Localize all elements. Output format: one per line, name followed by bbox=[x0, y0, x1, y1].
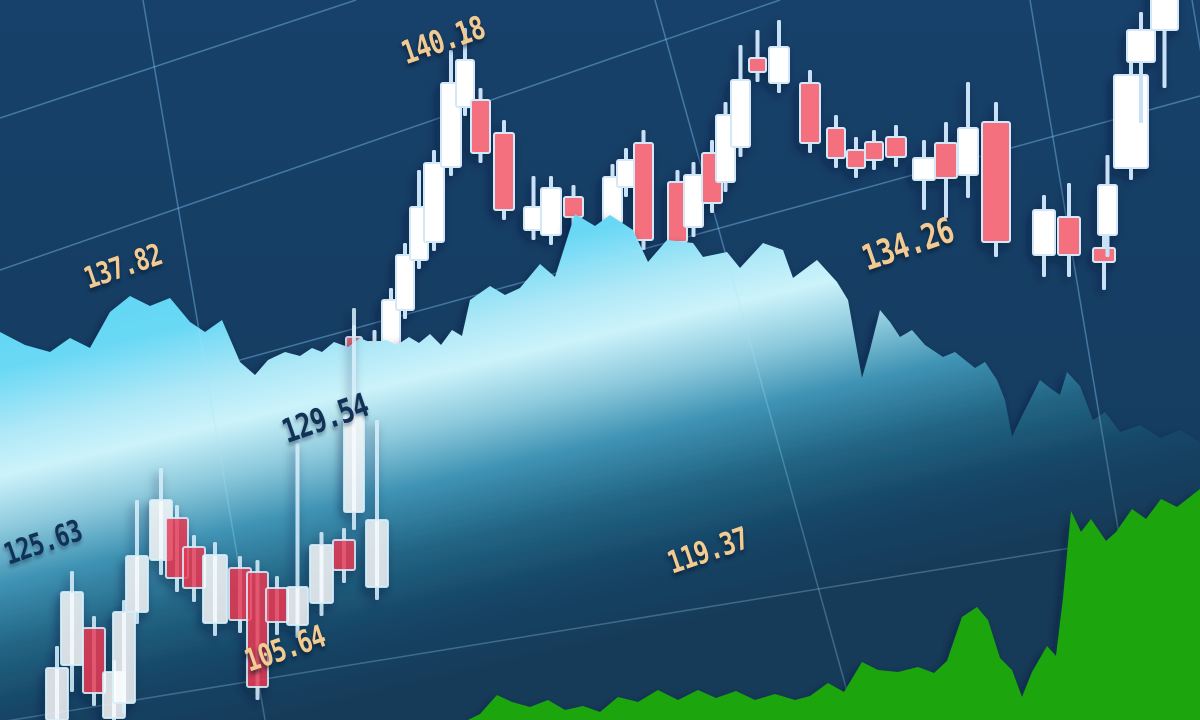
candle-down bbox=[748, 57, 767, 73]
candle-down bbox=[563, 196, 584, 218]
candle-down bbox=[846, 149, 866, 169]
candle-down bbox=[246, 571, 269, 688]
candle-up bbox=[683, 174, 704, 228]
candle-down bbox=[493, 132, 515, 211]
candle-down bbox=[265, 587, 289, 623]
candle-up bbox=[616, 159, 636, 188]
candle-down bbox=[1092, 247, 1116, 263]
candle-down bbox=[82, 627, 106, 694]
grid-line bbox=[654, 214, 856, 720]
candle-down bbox=[934, 142, 958, 179]
green-area-series bbox=[468, 489, 1200, 720]
grid-line bbox=[0, 0, 357, 119]
candle-up bbox=[1126, 29, 1156, 63]
candlestick-series-overlay bbox=[45, 308, 389, 720]
candle-up bbox=[730, 79, 751, 148]
candle-up bbox=[423, 162, 445, 243]
candle-up bbox=[1032, 209, 1056, 256]
candle-up bbox=[395, 254, 415, 311]
candle-down bbox=[1057, 216, 1081, 256]
candle-up bbox=[1150, 0, 1179, 31]
candle-up bbox=[912, 157, 936, 181]
candle-up bbox=[125, 555, 149, 613]
candle-up bbox=[1097, 184, 1118, 236]
candle-wick bbox=[1139, 12, 1143, 123]
candle-wick bbox=[755, 30, 760, 82]
candle-down bbox=[885, 136, 907, 158]
candle-down bbox=[182, 546, 206, 589]
candle-up bbox=[343, 414, 365, 513]
grid-line bbox=[0, 0, 781, 271]
green-mountain-shape bbox=[468, 489, 1200, 720]
candle-down bbox=[826, 127, 846, 159]
candle-up bbox=[768, 46, 790, 84]
candle-down bbox=[633, 142, 654, 241]
candle-down bbox=[332, 539, 356, 571]
grid-line bbox=[0, 214, 1200, 427]
candle-up bbox=[286, 586, 309, 626]
candle-down bbox=[981, 121, 1011, 243]
candle-up bbox=[957, 127, 979, 176]
candle-up bbox=[45, 667, 69, 720]
candle-up bbox=[309, 544, 334, 604]
candle-up bbox=[540, 187, 562, 236]
candle-up bbox=[112, 611, 136, 704]
candle-up bbox=[455, 59, 475, 108]
candle-down bbox=[799, 82, 821, 144]
candle-up bbox=[60, 591, 84, 666]
grid-line bbox=[0, 526, 1200, 720]
candle-down bbox=[470, 99, 491, 154]
candle-up bbox=[202, 554, 228, 624]
candle-down bbox=[864, 141, 884, 161]
candle-up bbox=[365, 519, 389, 588]
